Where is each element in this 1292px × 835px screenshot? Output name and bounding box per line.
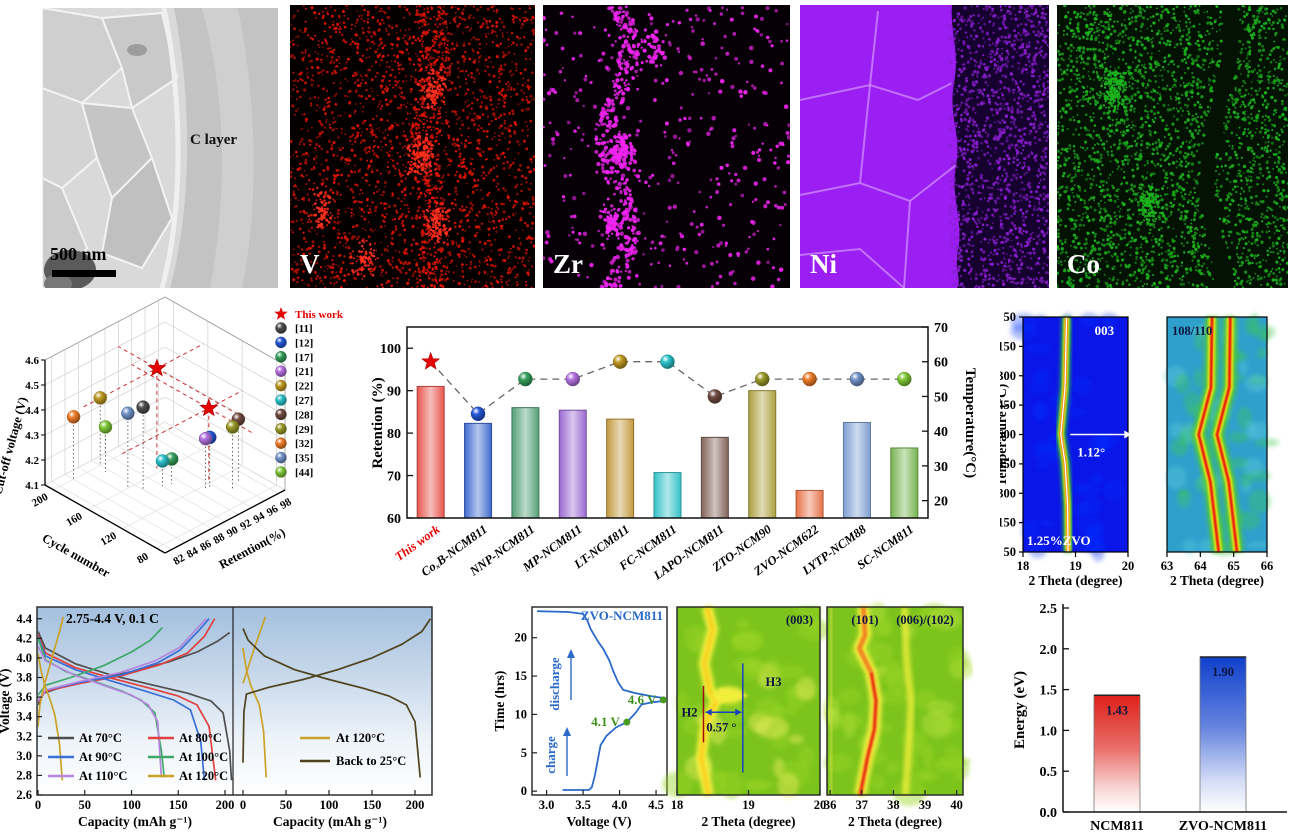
drop-lines xyxy=(73,397,239,490)
energy-bar-chart: 1.43NCM8111.90ZVO-NCM8110.00.51.01.52.02… xyxy=(1012,602,1287,834)
panel-energy-bars: 1.43 NCM811 1.90 ZVO-NCM811 0.0 0.5 1.0 1.5 2.0 2… xyxy=(1000,592,1292,835)
eds-map-label-co: Co xyxy=(1067,249,1100,279)
insitu-101-map: (101) (006)/(102)36 37 38 39 402 Theta (degre… xyxy=(823,601,973,829)
eds-map-label-ni: Ni xyxy=(810,249,837,279)
temperature-line xyxy=(421,351,912,422)
data-points xyxy=(66,358,246,468)
eds-map-ni xyxy=(800,5,1049,288)
speckles xyxy=(1057,5,1288,288)
eds-map-label-zr: Zr xyxy=(553,249,583,279)
heatmap-108-110: 108/110 xyxy=(1163,312,1280,557)
scale-bar xyxy=(52,270,116,277)
panel-voltage-capacity: 2.6 2.8 3.0 3.2 3.4 3.6 3.8 4.0 4.2 4.4 0 0 50 50 100 1… xyxy=(0,592,478,835)
vc-curves xyxy=(38,616,431,781)
eds-panel-v: V xyxy=(290,5,535,288)
tem-drawing xyxy=(42,8,278,288)
panel-insitu-cycling: 0 5 10 15 20 3.0 3.5 4.0 4.5 Time (hrs) Voltage (V… xyxy=(495,592,973,835)
vc-plot xyxy=(37,607,432,795)
ni-grains xyxy=(800,5,960,288)
eds-map-label-v: V xyxy=(300,249,320,279)
energy-plot: 1.43NCM8111.90ZVO-NCM8110.00.51.01.52.02… xyxy=(1012,602,1287,834)
tem-panel: C layer 500 nm xyxy=(42,8,278,288)
grid xyxy=(44,296,286,554)
eds-panel-co: Co xyxy=(1057,5,1288,288)
eds-panel-zr: Zr xyxy=(543,5,790,288)
speckles xyxy=(290,5,535,288)
eds-map-co xyxy=(1057,5,1288,288)
speckles xyxy=(543,5,790,288)
eds-map-zr xyxy=(543,5,790,288)
ni-speckles xyxy=(947,5,1049,288)
tem-image xyxy=(42,8,278,288)
eds-panel-ni: Ni xyxy=(800,5,1049,288)
c-layer-label: C layer xyxy=(190,132,238,148)
panel-3d-scatter: 4.1 4.2 4.3 4.4 4.5 4.6 200 160 120 80 82 84 86 88 90 9… xyxy=(0,295,385,585)
bars xyxy=(416,385,919,519)
panel-heating-heatmaps: 1.12° 003 1.25%ZVO 108/110 50 150 300 450 600 450… xyxy=(1000,295,1292,592)
panel-retention-bars: 60 70 80 90 100 20 30 40 50 60 70 Retention (%) Temp… xyxy=(370,295,1000,585)
legend: This work[11][12][17][21][22][27][28][29… xyxy=(274,307,344,479)
scale-bar-label: 500 nm xyxy=(50,244,107,264)
eds-map-v xyxy=(290,5,535,288)
vc-legend: At 70°C At 80°CAt 90°C At 100°CAt 110°C At … xyxy=(48,731,406,783)
category-labels: This workCoₓB-NCM811NNP-NCM811MP-NCM811L… xyxy=(392,522,916,583)
